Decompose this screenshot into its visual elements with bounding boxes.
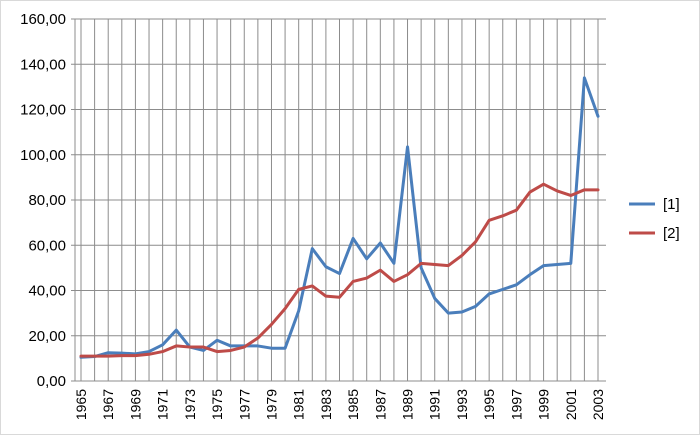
x-tick-label: 1997	[508, 389, 524, 420]
grid-lines	[75, 18, 606, 381]
x-tick-label: 1969	[127, 389, 143, 420]
x-tick-label: 1965	[73, 389, 89, 420]
x-tick-label: 1977	[236, 389, 252, 420]
series-line-2	[79, 182, 600, 358]
x-tick-label: 1981	[291, 389, 307, 420]
legend: [1] [2]	[629, 196, 680, 242]
x-tick-label: 2001	[563, 389, 579, 420]
x-tick-label: 2003	[590, 389, 606, 420]
y-tick-label: 40,00	[28, 283, 66, 300]
series-lines	[79, 76, 600, 359]
y-tick-label: 160,00	[20, 11, 66, 28]
y-tick-label: 60,00	[28, 237, 66, 254]
series-line-1	[79, 76, 600, 359]
y-tick-label: 140,00	[20, 56, 66, 73]
axes	[71, 18, 606, 382]
y-tick-label: 120,00	[20, 102, 66, 119]
x-tick-label: 1999	[536, 389, 552, 420]
legend-label-1: [1]	[663, 196, 680, 213]
y-tick-label: 0,00	[37, 373, 66, 390]
y-tick-label: 20,00	[28, 328, 66, 345]
x-tick-label: 1983	[318, 389, 334, 420]
x-tick-label: 1993	[454, 389, 470, 420]
legend-label-2: [2]	[663, 225, 680, 242]
x-tick-label: 1989	[400, 389, 416, 420]
x-tick-label: 1985	[345, 389, 361, 420]
x-tick-label: 1975	[209, 389, 225, 420]
y-tick-label: 100,00	[20, 147, 66, 164]
x-tick-label: 1995	[481, 389, 497, 420]
x-tick-label: 1991	[427, 389, 443, 420]
y-tick-labels: 0,00 20,00 40,00 60,00 80,00 100,00 120,00 140,…	[20, 11, 66, 390]
x-tick-label: 1971	[155, 389, 171, 420]
x-tick-label: 1973	[182, 389, 198, 420]
x-tick-label: 1967	[100, 389, 116, 420]
x-tick-label: 1987	[372, 389, 388, 420]
x-tick-labels: 1965 1967 1969 1971 1973 1975 1977 1979 1981 1983…	[73, 389, 606, 420]
x-tick-label: 1979	[263, 389, 279, 420]
y-tick-label: 80,00	[28, 192, 66, 209]
